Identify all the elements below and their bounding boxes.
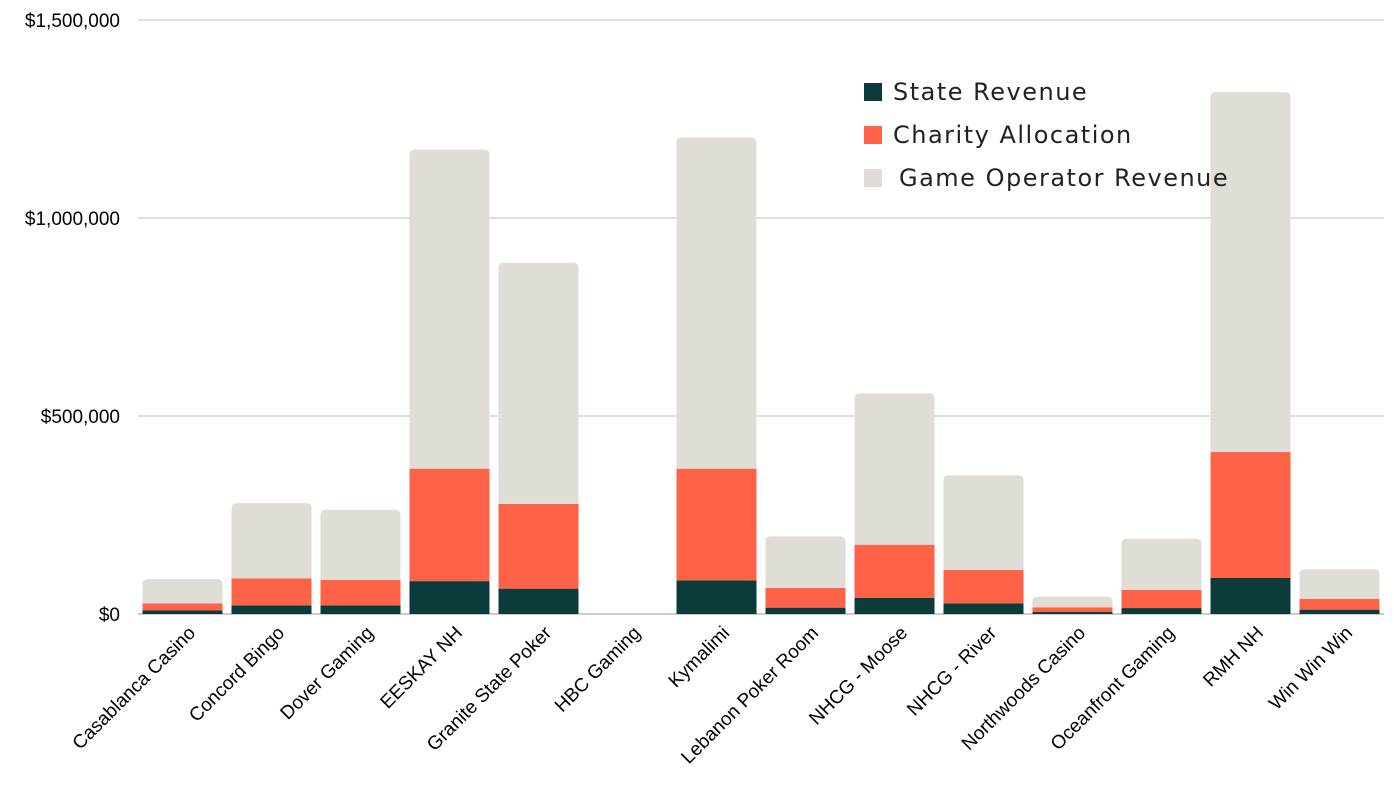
- bar-segment: [1122, 590, 1202, 608]
- bar-segment: [321, 510, 401, 580]
- bar-segment: [1033, 607, 1113, 612]
- bar-stack: [232, 503, 312, 614]
- x-category-label: HBC Gaming: [551, 623, 645, 717]
- bar-stack: [321, 510, 401, 614]
- bar-segment: [410, 149, 490, 468]
- bar-stack: [677, 138, 757, 614]
- x-category-label: EESKAY NH: [377, 623, 468, 714]
- y-tick-label: $0: [99, 605, 120, 626]
- bar-segment: [855, 393, 935, 544]
- bar-segment: [1033, 597, 1113, 608]
- bar-stack: [766, 536, 846, 614]
- legend-label: State Revenue: [893, 78, 1088, 106]
- bar-segment: [1300, 610, 1380, 614]
- bar-segment: [410, 469, 490, 581]
- bar-segment: [855, 545, 935, 598]
- bar-stack: [1033, 597, 1113, 614]
- bar-segment: [1122, 608, 1202, 614]
- bar-segment: [1033, 612, 1113, 614]
- legend-label: Game Operator Revenue: [899, 164, 1229, 192]
- x-category-label: Concord Bingo: [185, 623, 289, 727]
- bar-segment: [766, 536, 846, 587]
- bar-segment: [1211, 452, 1291, 578]
- bar-segment: [1122, 539, 1202, 590]
- y-tick-label: $1,500,000: [25, 11, 120, 32]
- bar-segment: [1300, 569, 1380, 599]
- y-tick-label: $1,000,000: [25, 209, 120, 230]
- bar-segment: [677, 138, 757, 469]
- x-category-label: Win Win Win: [1265, 623, 1357, 715]
- bar-stack: [1122, 539, 1202, 614]
- legend: State Revenue Charity Allocation Game Oper…: [864, 78, 1229, 192]
- bar-segment: [766, 588, 846, 608]
- x-category-label: Kymalimi: [665, 623, 734, 692]
- bar-segment: [321, 580, 401, 605]
- bar-stack: [855, 393, 935, 614]
- legend-swatch: [864, 126, 882, 144]
- bar-segment: [232, 578, 312, 605]
- bar-segment: [232, 503, 312, 578]
- bar-segment: [944, 570, 1024, 603]
- x-category-label: NHCG - River: [903, 622, 1001, 720]
- legend-swatch: [864, 169, 882, 187]
- x-category-label: Dover Gaming: [277, 623, 378, 724]
- bar-segment: [944, 475, 1024, 570]
- bar-segment: [1211, 578, 1291, 614]
- x-category-label: RMH NH: [1199, 623, 1268, 692]
- bar-stack: [1300, 569, 1380, 614]
- bar-segment: [677, 469, 757, 581]
- bar-segment: [143, 603, 223, 610]
- bar-segment: [1211, 92, 1291, 452]
- bar-segment: [499, 504, 579, 589]
- bar-segment: [143, 610, 223, 614]
- bar-segment: [143, 579, 223, 603]
- bar-segment: [499, 263, 579, 504]
- y-tick-label: $500,000: [41, 407, 120, 428]
- bar-stack: [944, 475, 1024, 614]
- bar-segment: [1300, 599, 1380, 610]
- bar-segment: [855, 598, 935, 614]
- legend-swatch: [864, 83, 882, 101]
- bar-segment: [944, 603, 1024, 614]
- bar-segment: [232, 605, 312, 614]
- y-axis-tick-labels: $0 $500,000 $1,000,000 $1,500,000: [25, 11, 120, 626]
- bar-stack: [143, 579, 223, 614]
- legend-label: Charity Allocation: [893, 121, 1133, 149]
- bar-segment: [321, 605, 401, 614]
- x-category-label: Casablanca Casino: [69, 623, 200, 754]
- bar-stack: [499, 263, 579, 614]
- bar-segment: [499, 589, 579, 614]
- bar-stack: [410, 149, 490, 614]
- bar-segment: [766, 608, 846, 614]
- bar-segment: [410, 581, 490, 614]
- bar-segment: [677, 580, 757, 614]
